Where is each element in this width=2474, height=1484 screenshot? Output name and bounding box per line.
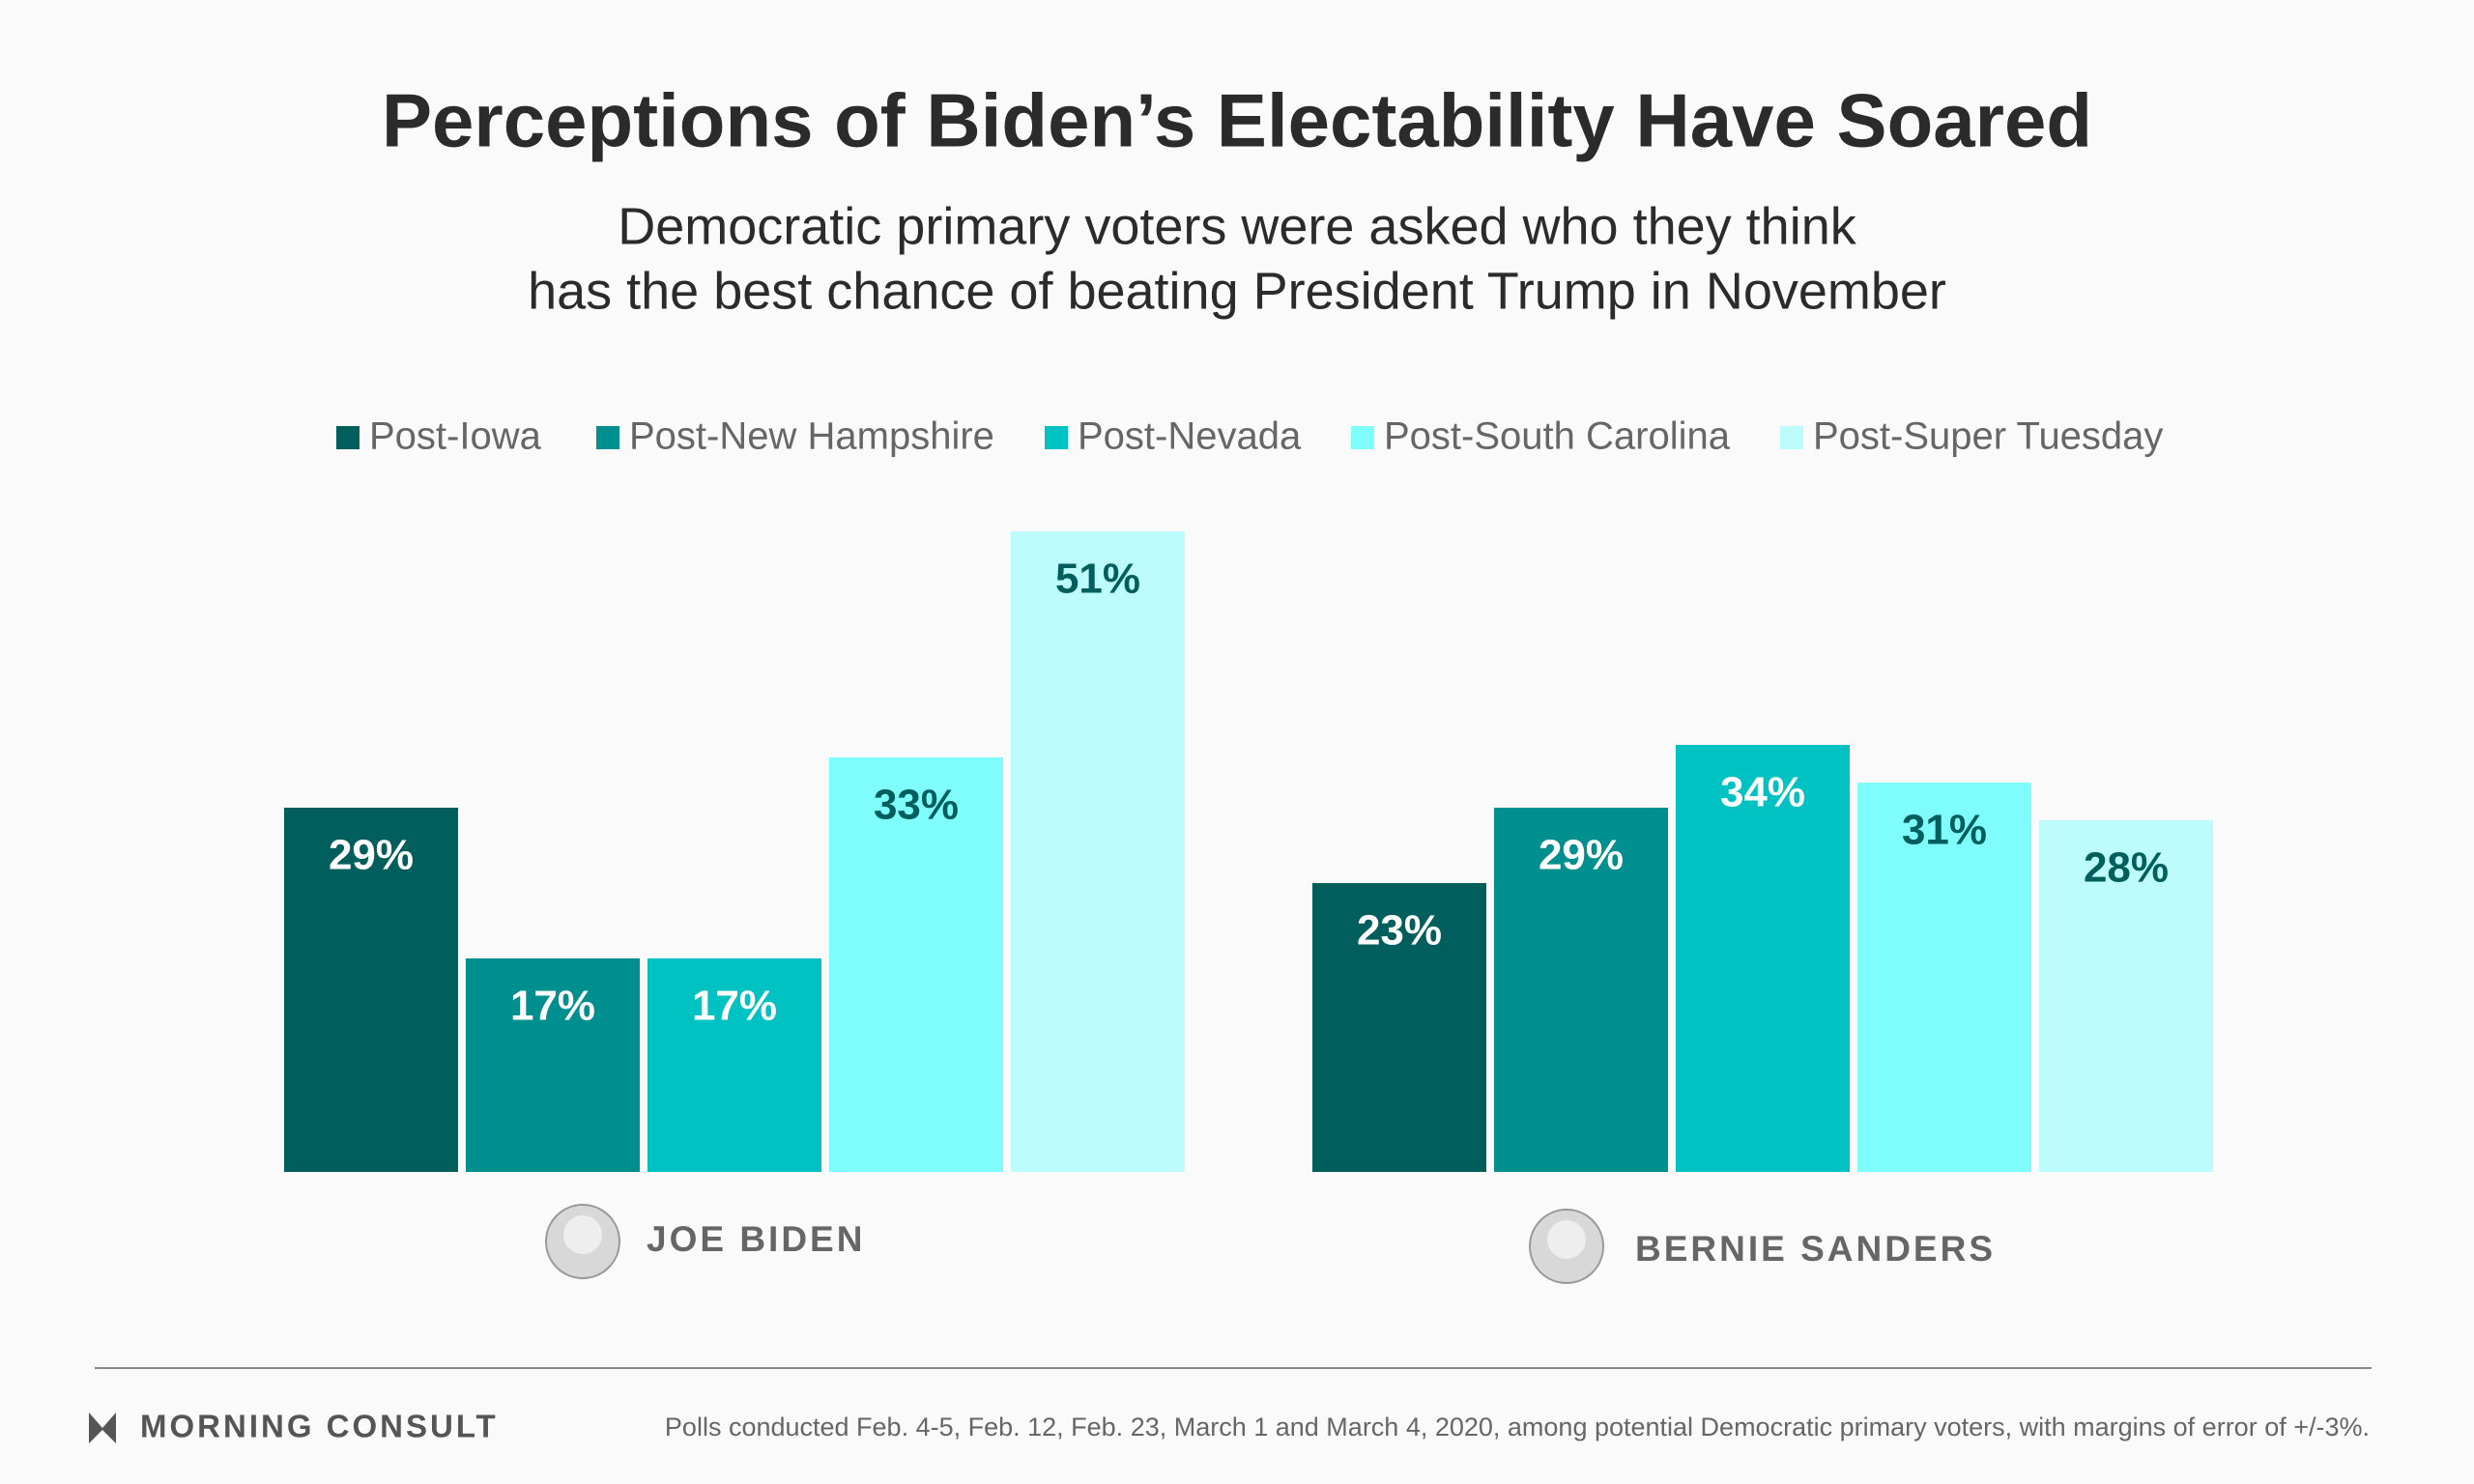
bar xyxy=(647,958,821,1172)
chart-subtitle: has the best chance of beating President… xyxy=(528,262,1946,320)
value-label: 28% xyxy=(2084,844,2169,892)
bar xyxy=(1494,808,1668,1172)
legend-label: Post-South Carolina xyxy=(1384,415,1731,458)
legend-label: Post-Nevada xyxy=(1078,415,1302,458)
value-label: 23% xyxy=(1357,907,1442,955)
value-label: 34% xyxy=(1720,769,1805,816)
category-label: JOE BIDEN xyxy=(647,1219,865,1259)
footnote: Polls conducted Feb. 4-5, Feb. 12, Feb. … xyxy=(665,1413,2370,1441)
legend-label: Post-Iowa xyxy=(369,415,542,458)
bar xyxy=(1857,783,2031,1172)
bar xyxy=(1312,883,1486,1172)
bar xyxy=(1011,531,1185,1172)
bar xyxy=(466,958,640,1172)
bar xyxy=(829,757,1003,1172)
legend-swatch xyxy=(596,426,619,449)
legend-label: Post-New Hampshire xyxy=(629,415,994,458)
value-label: 17% xyxy=(692,983,777,1030)
value-label: 29% xyxy=(1539,832,1624,879)
value-label: 31% xyxy=(1902,807,1987,854)
value-label: 51% xyxy=(1055,556,1140,603)
candidate-photo xyxy=(1529,1209,1604,1284)
bar xyxy=(284,808,458,1172)
logo-icon xyxy=(89,1413,116,1443)
legend-swatch xyxy=(336,426,360,449)
candidate-photo xyxy=(545,1204,620,1279)
legend-label: Post-Super Tuesday xyxy=(1813,415,2163,458)
value-label: 33% xyxy=(874,782,959,829)
bar xyxy=(2039,820,2213,1172)
brand: MORNING CONSULT xyxy=(140,1409,499,1444)
legend-swatch xyxy=(1045,426,1068,449)
category-label: BERNIE SANDERS xyxy=(1635,1229,1996,1269)
legend-swatch xyxy=(1351,426,1374,449)
chart-title: Perceptions of Biden’s Electability Have… xyxy=(382,78,2092,163)
legend-swatch xyxy=(1780,426,1803,449)
value-label: 29% xyxy=(329,832,414,879)
value-label: 17% xyxy=(510,983,595,1030)
bar xyxy=(1676,745,1850,1172)
chart-subtitle: Democratic primary voters were asked who… xyxy=(618,197,1856,255)
